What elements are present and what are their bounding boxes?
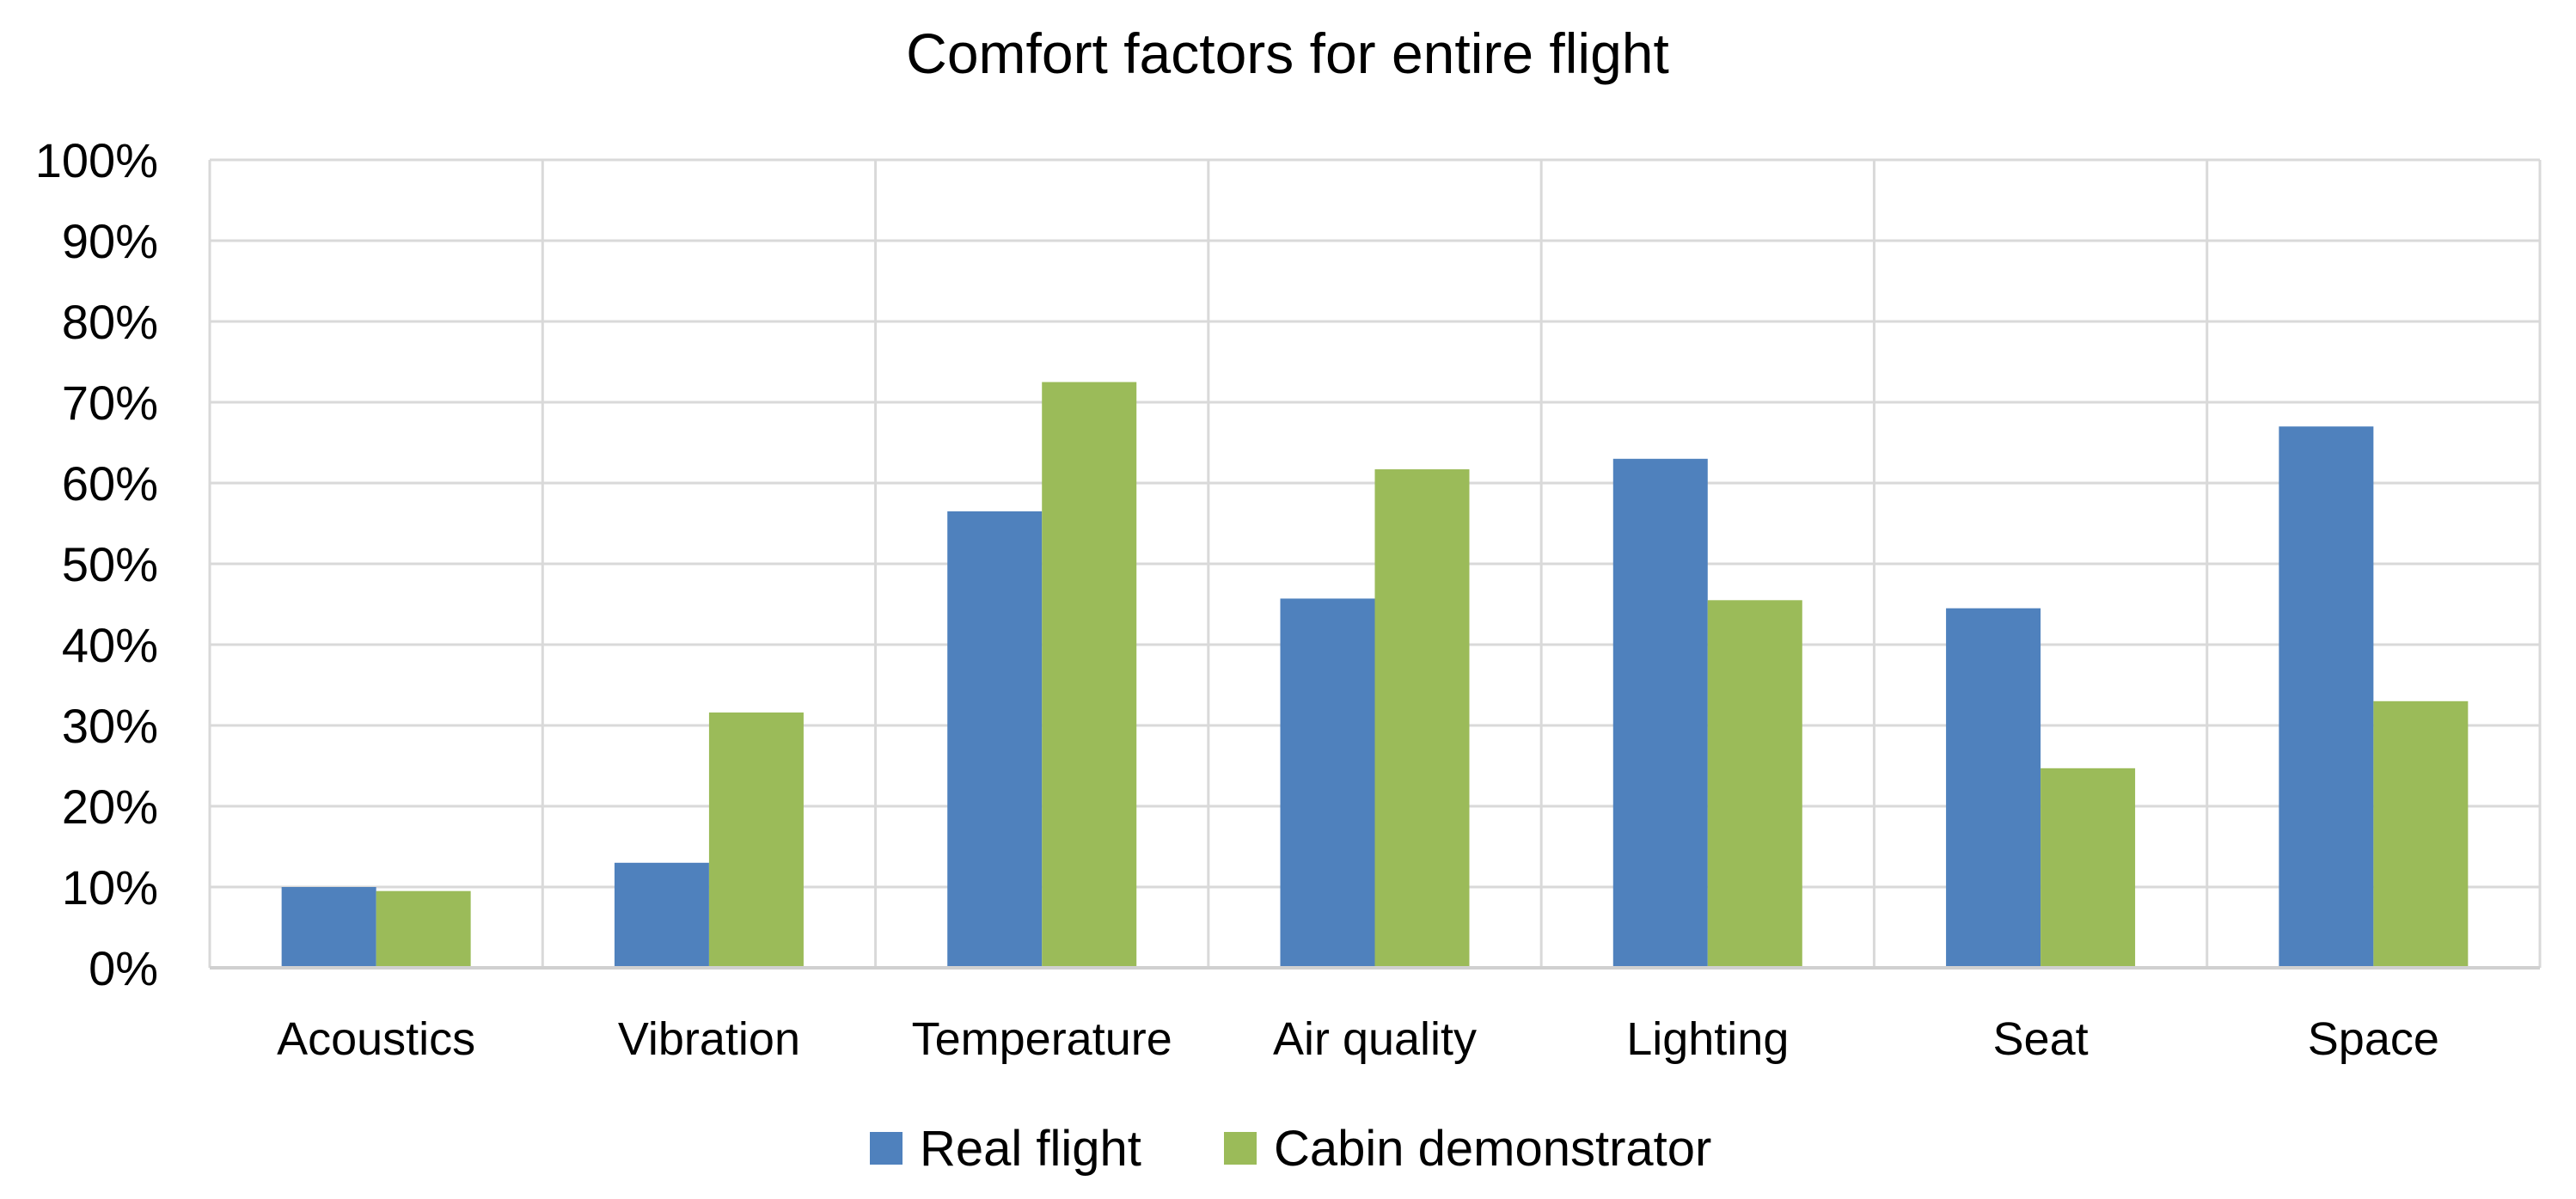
x-category-label: Acoustics xyxy=(277,1013,475,1065)
bar-cabin-demonstrator xyxy=(1707,600,1802,968)
y-tick-label: 80% xyxy=(62,295,158,349)
bar-cabin-demonstrator xyxy=(1374,469,1470,968)
bar-real-flight xyxy=(614,862,709,968)
bar-real-flight xyxy=(1280,598,1375,968)
y-tick-label: 100% xyxy=(35,133,158,187)
bar-real-flight xyxy=(281,887,376,968)
legend: Real flight Cabin demonstrator xyxy=(870,1121,1711,1177)
bar-cabin-demonstrator xyxy=(708,712,804,968)
bar-real-flight xyxy=(947,511,1043,968)
legend-swatch xyxy=(870,1132,903,1165)
legend-label: Cabin demonstrator xyxy=(1274,1121,1711,1177)
x-category-label: Vibration xyxy=(618,1013,800,1065)
legend-label: Real flight xyxy=(920,1121,1141,1177)
bar-cabin-demonstrator xyxy=(2041,768,2136,968)
x-category-label: Seat xyxy=(1993,1013,2089,1065)
bar-real-flight xyxy=(1946,608,2041,968)
bars xyxy=(281,382,2469,968)
bar-real-flight xyxy=(2279,426,2374,968)
y-tick-label: 50% xyxy=(62,537,158,591)
y-tick-label: 20% xyxy=(62,780,158,834)
y-tick-label: 60% xyxy=(62,456,158,511)
y-tick-label: 90% xyxy=(62,214,158,268)
x-axis-category-labels: Acoustics Vibration Temperature Air quality… xyxy=(277,1013,2439,1065)
y-tick-label: 30% xyxy=(62,699,158,753)
y-tick-label: 0% xyxy=(89,941,158,995)
y-tick-label: 40% xyxy=(62,618,158,672)
x-category-label: Space xyxy=(2308,1013,2439,1065)
bar-real-flight xyxy=(1612,458,1708,968)
legend-swatch xyxy=(1224,1132,1257,1165)
y-tick-label: 70% xyxy=(62,376,158,430)
bar-cabin-demonstrator xyxy=(376,890,471,968)
x-category-label: Temperature xyxy=(912,1013,1172,1065)
chart-title: Comfort factors for entire flight xyxy=(906,21,1669,85)
y-axis-tick-labels: 0% 10% 20% 30% 40% 50% 60% 70% 80% 90% 100% xyxy=(35,133,158,995)
bar-cabin-demonstrator xyxy=(1042,382,1137,968)
bar-cabin-demonstrator xyxy=(2373,700,2469,968)
y-tick-label: 10% xyxy=(62,860,158,915)
x-category-label: Lighting xyxy=(1626,1013,1789,1065)
x-category-label: Air quality xyxy=(1273,1013,1477,1065)
